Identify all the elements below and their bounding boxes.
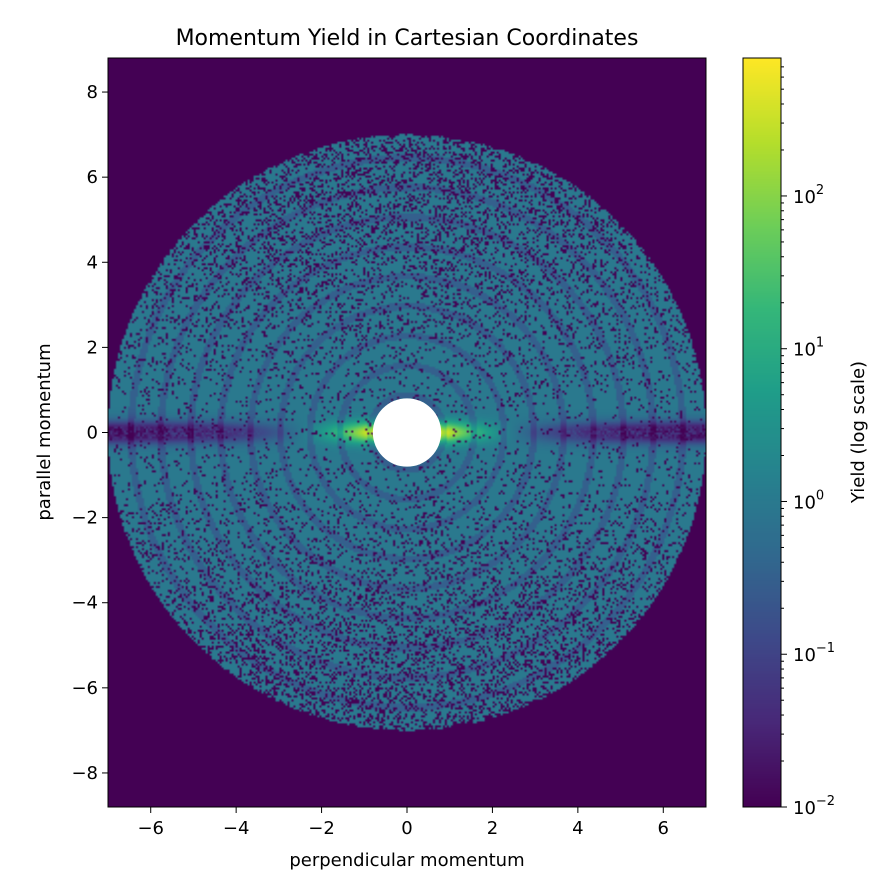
excluded-core (372, 398, 442, 467)
y-tick-label: −2 (71, 508, 98, 529)
y-tick-label: 8 (87, 82, 98, 103)
x-tick-label: 6 (658, 818, 669, 839)
colorbar-tick-label: 100 (793, 488, 824, 513)
chart-title: Momentum Yield in Cartesian Coordinates (176, 26, 639, 51)
x-axis-ticks: −6 −4 −2 0 2 4 6 (137, 807, 669, 839)
y-tick-label: 2 (87, 337, 98, 358)
colorbar-gradient (743, 58, 781, 807)
colorbar: 10−2 10−1 100 101 102 Yield (log scale) (742, 57, 869, 819)
colorbar-ticks: 10−2 10−1 100 101 102 (781, 66, 835, 819)
colorbar-tick-label: 102 (793, 183, 824, 208)
colorbar-tick-label: 10−1 (793, 641, 835, 666)
x-tick-label: 0 (401, 818, 412, 839)
colorbar-frame (742, 57, 782, 808)
colorbar-tick-label: 101 (793, 336, 824, 361)
x-tick-label: −4 (223, 818, 250, 839)
y-axis-ticks: 8 6 4 2 0 −2 −4 −6 −8 (71, 82, 108, 784)
x-axis-label: perpendicular momentum (289, 850, 524, 871)
y-tick-label: −4 (71, 593, 98, 614)
y-tick-label: 4 (87, 252, 98, 273)
colorbar-tick-label: 10−2 (793, 794, 835, 819)
x-tick-label: −6 (137, 818, 164, 839)
x-tick-label: −2 (308, 818, 335, 839)
y-axis-label: parallel momentum (34, 343, 55, 520)
y-tick-label: −6 (71, 678, 98, 699)
y-tick-label: 6 (87, 167, 98, 188)
y-tick-label: 0 (87, 423, 98, 444)
x-tick-label: 2 (487, 818, 498, 839)
y-tick-label: −8 (71, 763, 98, 784)
colorbar-label: Yield (log scale) (848, 361, 869, 504)
x-tick-label: 4 (572, 818, 583, 839)
heatmap-area (108, 58, 706, 807)
